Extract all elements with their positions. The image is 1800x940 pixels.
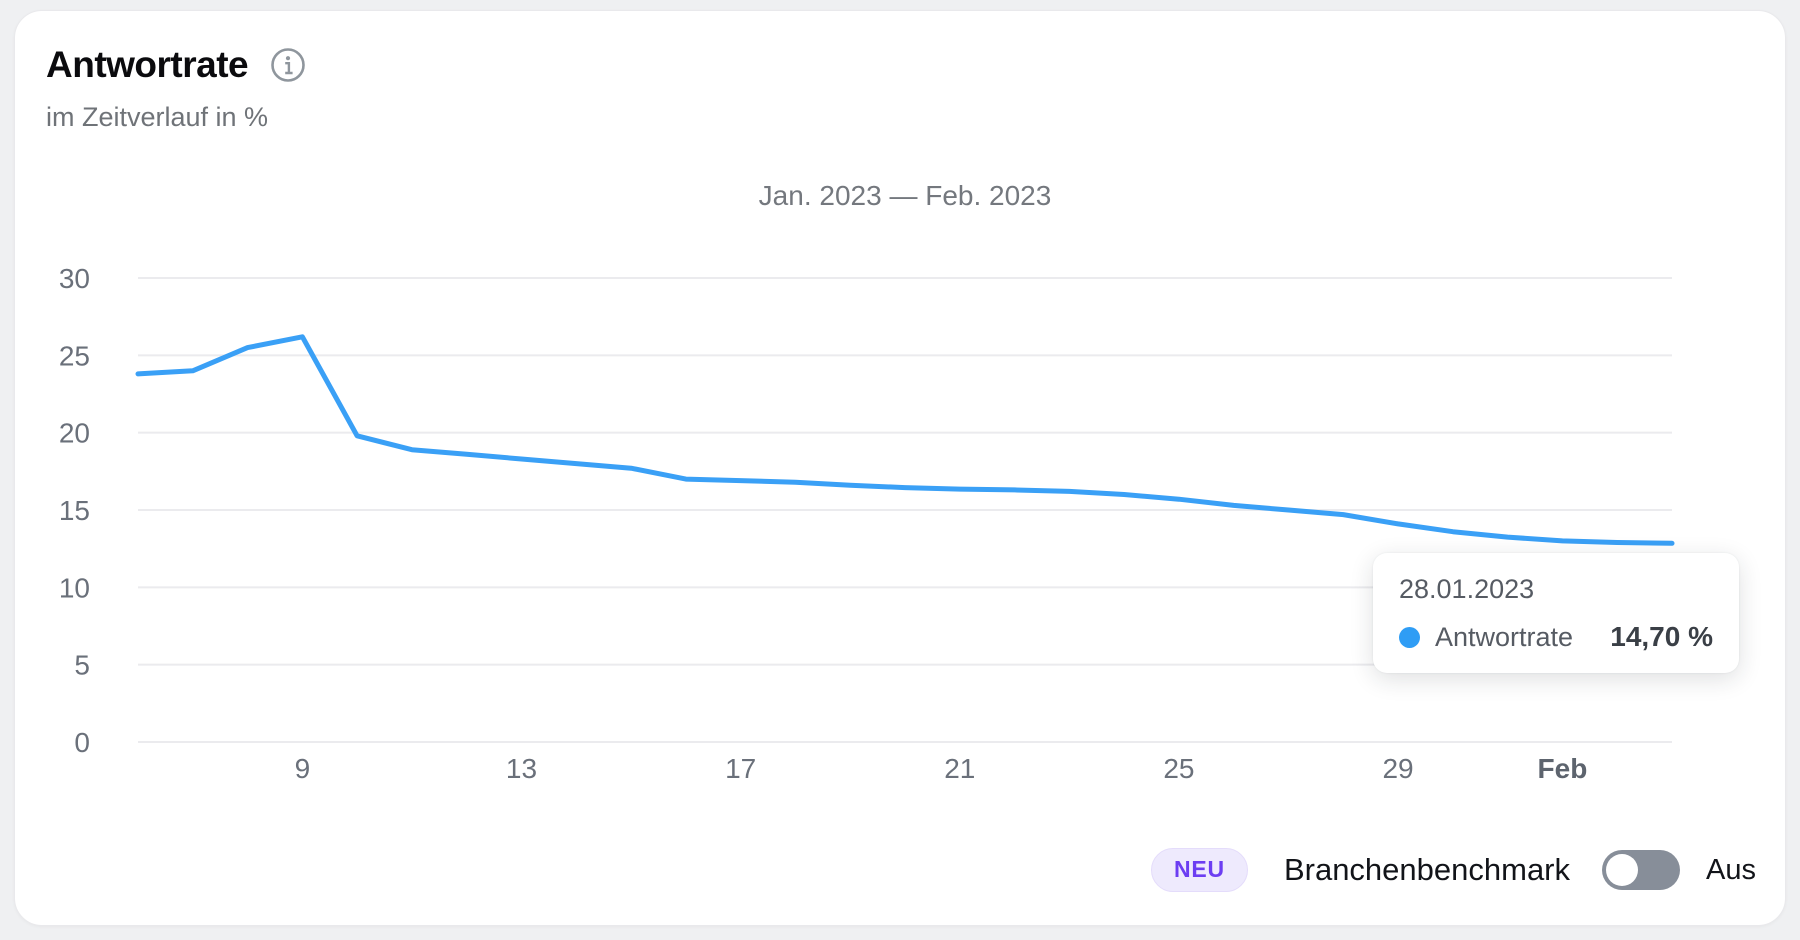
tooltip-series-label: Antwortrate [1435,621,1574,652]
toggle-state-label: Aus [1706,853,1756,886]
chart-card [14,10,1786,926]
tooltip-date: 28.01.2023 [1399,574,1535,604]
page-title: Antwortrate [46,44,249,85]
chart-tooltip: 28.01.2023 Antwortrate 14,70 % [1373,553,1739,673]
tooltip-value: 14,70 % [1610,621,1713,652]
chart-subtitle: im Zeitverlauf in % [46,102,269,132]
neu-badge: NEU [1150,848,1248,892]
series-dot-icon [1399,626,1420,648]
benchmark-label: Branchenbenchmark [1283,852,1571,887]
benchmark-control-row: NEU Branchenbenchmark Aus [1150,846,1756,894]
benchmark-toggle[interactable] [1602,850,1681,890]
date-range-title: Jan. 2023 — Feb. 2023 [758,180,1052,211]
toggle-knob [1606,854,1639,886]
info-icon[interactable] [270,47,306,83]
